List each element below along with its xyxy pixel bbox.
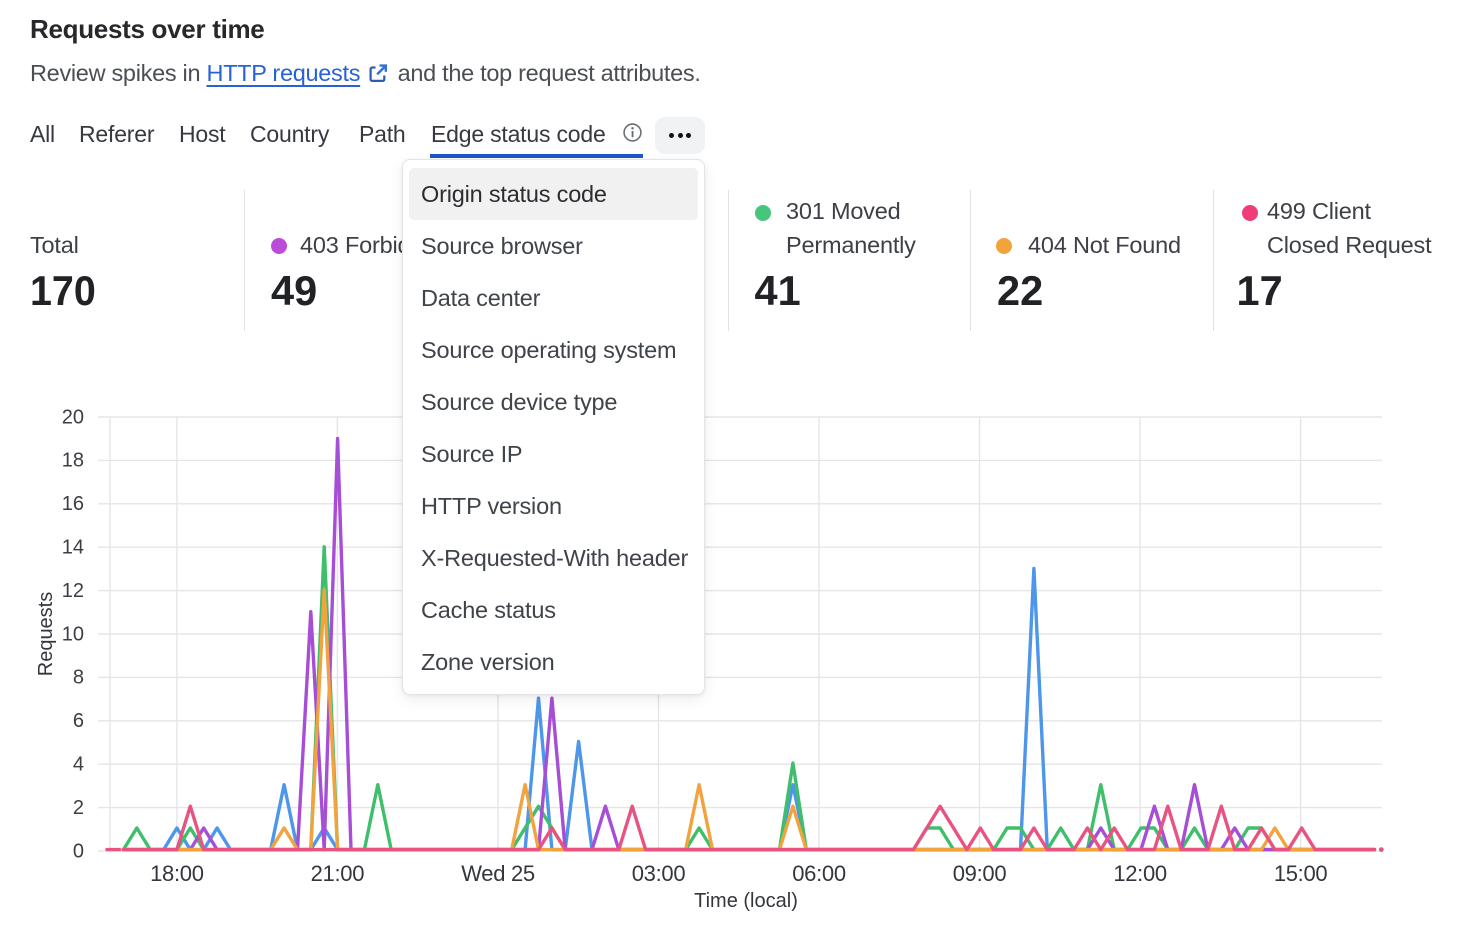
svg-text:Wed 25: Wed 25 — [461, 861, 535, 886]
svg-text:Requests: Requests — [35, 592, 57, 677]
svg-text:6: 6 — [73, 710, 84, 732]
svg-text:Time (local): Time (local) — [694, 890, 798, 912]
svg-text:18:00: 18:00 — [150, 861, 204, 886]
svg-text:06:00: 06:00 — [792, 861, 846, 886]
svg-text:16: 16 — [62, 493, 84, 515]
svg-text:09:00: 09:00 — [953, 861, 1007, 886]
svg-text:21:00: 21:00 — [311, 861, 365, 886]
svg-text:03:00: 03:00 — [632, 861, 686, 886]
svg-text:12:00: 12:00 — [1113, 861, 1167, 886]
svg-text:0: 0 — [73, 840, 84, 862]
svg-text:15:00: 15:00 — [1274, 861, 1328, 886]
svg-text:18: 18 — [62, 450, 84, 472]
svg-text:4: 4 — [73, 754, 84, 776]
svg-text:14: 14 — [62, 537, 84, 559]
svg-text:20: 20 — [62, 406, 84, 428]
svg-text:2: 2 — [73, 797, 84, 819]
svg-text:8: 8 — [73, 667, 84, 689]
svg-text:12: 12 — [62, 580, 84, 602]
svg-text:10: 10 — [62, 623, 84, 645]
